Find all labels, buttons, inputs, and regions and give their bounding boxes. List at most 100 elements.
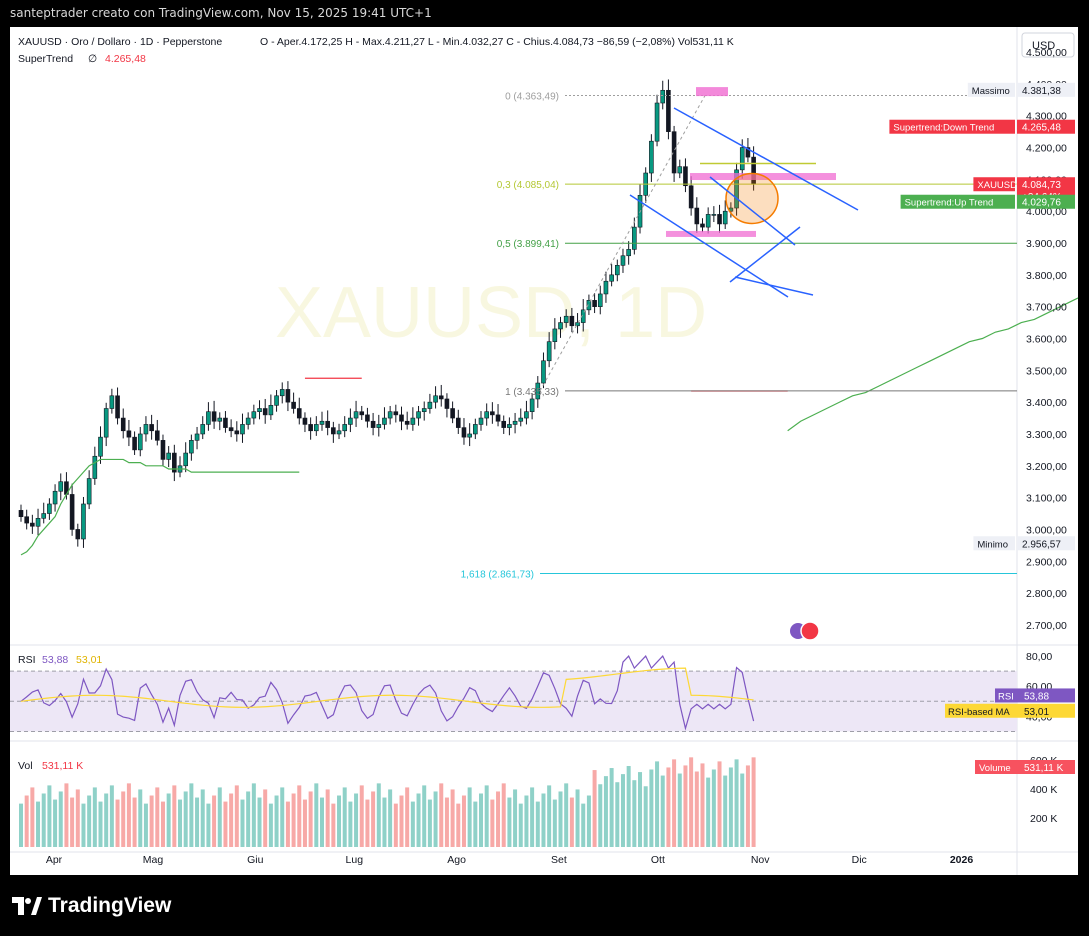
time-axis-label: Ago: [447, 854, 466, 866]
candle: [376, 414, 382, 437]
candle: [149, 414, 154, 440]
candle: [416, 405, 421, 426]
price-tag-value-bg: [1017, 536, 1075, 551]
brand-name: TradingView: [48, 894, 172, 917]
up-candle: [575, 322, 580, 327]
down-candle: [262, 408, 268, 416]
price-tag-label-bg: [973, 536, 1015, 551]
up-candle: [626, 249, 631, 257]
volume-bar: [490, 799, 495, 847]
price-tag: Supertrend:Down Trend 4.265,48: [889, 119, 1075, 134]
volume-bar: [98, 801, 103, 847]
candle: [399, 406, 404, 431]
volume-bar: [314, 783, 319, 847]
up-candle: [251, 411, 257, 419]
candle: [370, 412, 376, 436]
supertrend-up-line: [20, 458, 300, 556]
volume-bar: [388, 789, 393, 847]
down-candle: [688, 185, 694, 209]
candle: [461, 418, 467, 445]
candle: [529, 393, 535, 420]
volume-bar: [348, 801, 353, 847]
up-candle: [217, 417, 223, 422]
volume-bar: [479, 793, 484, 847]
volume-bar: [325, 789, 330, 847]
candle: [643, 167, 648, 203]
down-candle: [69, 494, 75, 530]
up-candle: [609, 274, 614, 282]
volume-bar: [706, 777, 711, 847]
up-candle: [433, 395, 438, 403]
up-candle: [660, 89, 666, 104]
candle: [58, 473, 64, 501]
up-candle: [467, 433, 472, 438]
down-candle: [325, 420, 330, 428]
price-tag: Supertrend:Up Trend 4.029,76: [900, 194, 1075, 209]
time-axis-label: Mag: [143, 854, 164, 866]
volume-bar: [149, 795, 154, 847]
candle: [200, 416, 206, 440]
candle: [427, 393, 433, 414]
candle: [234, 421, 240, 442]
volume-bar: [166, 793, 171, 847]
volume-bar: [552, 799, 557, 847]
up-candle: [109, 395, 115, 409]
candle: [609, 264, 614, 287]
volume-bar: [518, 803, 523, 847]
chart-svg[interactable]: XAUUSD, 1D 0 (4.363,49) 0,3 (4.085,04) 0,5…: [10, 27, 1089, 875]
up-candle: [705, 214, 711, 228]
volume-bar: [302, 799, 307, 847]
volume-bar: [609, 768, 614, 847]
volume-bar: [109, 785, 114, 847]
time-axis-label: Set: [551, 854, 567, 866]
candle: [597, 285, 603, 315]
up-candle: [240, 424, 245, 435]
price-tick-label: 2.900,00: [1026, 556, 1067, 568]
candle: [478, 411, 484, 431]
volume-bar: [723, 775, 728, 847]
price-axis: USD 2.700,00 2.800,00 2.900,00 3.000,00 3.100…: [46, 32, 1075, 866]
candle: [745, 138, 751, 163]
candle: [319, 411, 325, 431]
candle: [69, 483, 75, 536]
up-candle: [620, 255, 626, 266]
candle: [228, 419, 234, 438]
volume-bar: [121, 791, 126, 847]
candle: [615, 259, 620, 282]
up-candle: [507, 424, 512, 428]
price-tag-label: Minimo: [977, 539, 1008, 550]
up-candle: [478, 417, 484, 425]
up-candle: [268, 405, 274, 416]
price-tag-value: 4.381,38: [1022, 86, 1061, 97]
rsi-ma-tag-label: RSI-based MA: [948, 707, 1010, 718]
volume-bar: [717, 761, 722, 847]
candle: [592, 293, 597, 314]
candle: [240, 413, 245, 443]
candle: [92, 446, 98, 485]
up-candle: [387, 411, 393, 419]
currency-label: USD: [1032, 40, 1055, 52]
volume-bar: [632, 780, 637, 847]
volume-title: Vol: [18, 760, 33, 772]
candle: [331, 421, 336, 443]
volume-bar: [206, 803, 211, 847]
chart-frame[interactable]: XAUUSD, 1D 0 (4.363,49) 0,3 (4.085,04) 0,5…: [10, 27, 1089, 875]
down-candle: [592, 300, 597, 307]
volume-bar: [433, 791, 438, 847]
down-candle: [404, 420, 410, 425]
up-candle: [245, 417, 251, 425]
candle: [387, 405, 393, 425]
candle: [654, 94, 660, 147]
candle: [325, 410, 330, 436]
candle: [166, 446, 171, 468]
volume-bar: [745, 765, 750, 847]
volume-bar: [541, 793, 546, 847]
up-candle: [166, 452, 171, 460]
volume-bar: [467, 787, 472, 847]
price-tick-label: 3.400,00: [1026, 397, 1067, 409]
volume-bar: [53, 799, 58, 847]
up-candle: [416, 411, 421, 419]
down-candle: [115, 395, 120, 419]
candle: [512, 412, 518, 434]
volume-tag-value: 531,11 K: [1024, 763, 1064, 774]
